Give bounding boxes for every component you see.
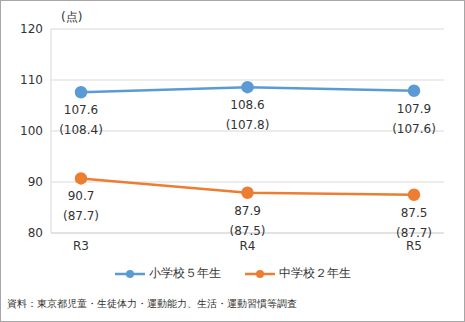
svg-text:90.7: 90.7 <box>68 189 95 203</box>
svg-text:87.5: 87.5 <box>401 206 428 220</box>
svg-text:(87.7): (87.7) <box>396 226 432 240</box>
svg-text:90: 90 <box>28 175 43 189</box>
svg-text:(108.4): (108.4) <box>59 123 103 137</box>
svg-text:108.6: 108.6 <box>230 98 264 112</box>
svg-text:(107.6): (107.6) <box>392 122 436 136</box>
html-text:(点): (点) <box>61 10 83 24</box>
svg-text:107.6: 107.6 <box>64 103 98 117</box>
svg-text:(107.8): (107.8) <box>226 118 270 132</box>
svg-text:87.9: 87.9 <box>234 204 261 218</box>
svg-text:(87.7): (87.7) <box>63 209 99 223</box>
svg-text:80: 80 <box>28 226 43 240</box>
html-text:小学校５年生: 小学校５年生 <box>148 266 221 280</box>
svg-text:R5: R5 <box>406 239 422 253</box>
html-text:中学校２年生: 中学校２年生 <box>278 266 351 280</box>
svg-text:107.9: 107.9 <box>397 102 431 116</box>
svg-text:R4: R4 <box>240 239 256 253</box>
svg-text:(87.5): (87.5) <box>229 224 265 238</box>
svg-text:110: 110 <box>20 73 43 87</box>
svg-text:100: 100 <box>20 124 43 138</box>
svg-text:R3: R3 <box>73 239 89 253</box>
svg-text:120: 120 <box>20 22 43 36</box>
html-text:資料：東京都児童・生徒体力・運動能力、生活・運動習慣等調査: 資料：東京都児童・生徒体力・運動能力、生活・運動習慣等調査 <box>7 298 297 309</box>
